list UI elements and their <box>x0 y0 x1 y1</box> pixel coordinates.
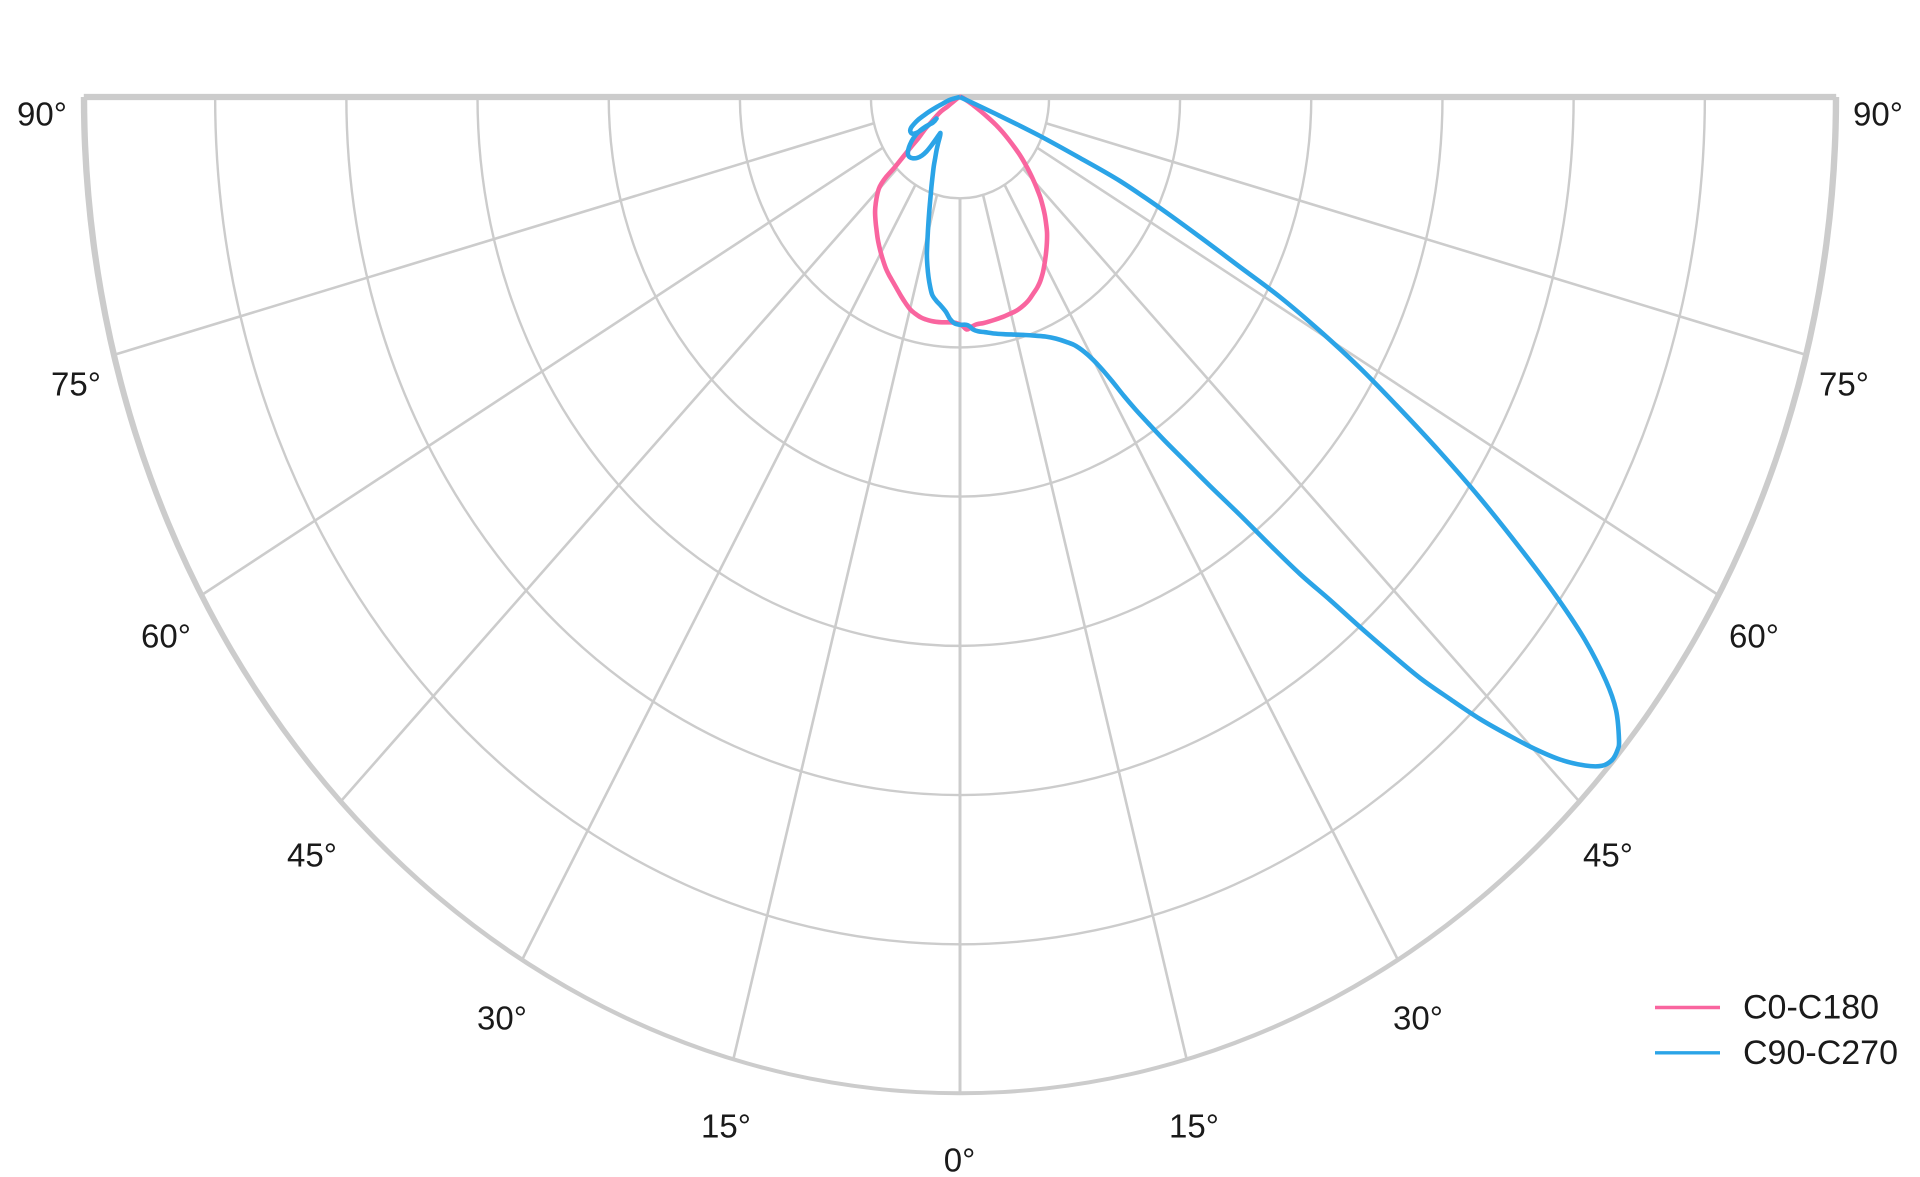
svg-text:0°: 0° <box>944 1142 976 1177</box>
svg-text:45°: 45° <box>1583 837 1633 874</box>
svg-text:75°: 75° <box>51 366 101 403</box>
svg-text:90°: 90° <box>1853 96 1903 133</box>
svg-text:C0-C180: C0-C180 <box>1743 989 1879 1027</box>
svg-text:30°: 30° <box>477 1000 527 1037</box>
svg-text:45°: 45° <box>287 837 337 874</box>
svg-text:15°: 15° <box>1169 1108 1219 1145</box>
svg-text:15°: 15° <box>701 1108 751 1145</box>
svg-text:75°: 75° <box>1819 366 1869 403</box>
svg-text:60°: 60° <box>141 618 191 655</box>
svg-text:30°: 30° <box>1393 1000 1443 1037</box>
svg-text:C90-C270: C90-C270 <box>1743 1034 1898 1072</box>
svg-text:90°: 90° <box>17 96 67 133</box>
svg-text:60°: 60° <box>1729 618 1779 655</box>
